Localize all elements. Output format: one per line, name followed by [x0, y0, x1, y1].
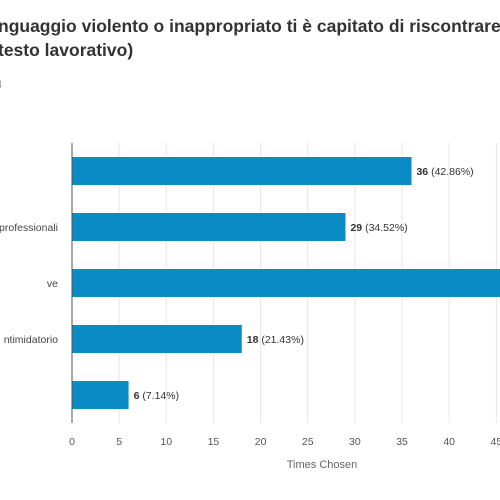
bar [72, 269, 500, 297]
x-tick-label: 15 [208, 436, 220, 448]
x-tick-label: 35 [396, 436, 408, 448]
category-label: professionali [0, 222, 58, 234]
data-label: 29 (34.52%) [350, 222, 407, 234]
data-label: 6 (7.14%) [134, 390, 180, 402]
x-tick-label: 5 [116, 436, 122, 448]
x-tick-label: 45 [491, 436, 500, 448]
bar [72, 157, 412, 185]
x-tick-label: 25 [302, 436, 314, 448]
data-label-percent: (7.14%) [139, 390, 179, 402]
category-label: ntimidatorio [4, 334, 58, 346]
x-tick-label: 0 [69, 436, 75, 448]
x-tick-label: 20 [255, 436, 267, 448]
x-tick-label: 10 [160, 436, 172, 448]
x-tick-label: 30 [349, 436, 361, 448]
data-label: 18 (21.43%) [247, 334, 304, 346]
data-label-percent: (42.86%) [428, 166, 474, 178]
bar [72, 325, 242, 353]
data-label-percent: (34.52%) [362, 222, 408, 234]
data-label-percent: (21.43%) [258, 334, 304, 346]
chart-title-line-1: nguaggio violento o inappropriato ti è c… [0, 16, 500, 36]
chart-title-line-2: testo lavorativo) [0, 40, 134, 60]
category-label: ve [47, 278, 58, 290]
data-label-count: 29 [350, 222, 362, 234]
data-label-count: 6 [134, 390, 140, 402]
x-tick-label: 40 [443, 436, 455, 448]
bar [72, 381, 129, 409]
data-label-count: 36 [416, 166, 428, 178]
data-label-count: 18 [247, 334, 259, 346]
bar [72, 213, 346, 241]
chart-title: nguaggio violento o inappropriato ti è c… [0, 14, 500, 62]
x-axis-title: Times Chosen [287, 459, 358, 471]
data-label: 36 (42.86%) [416, 166, 473, 178]
chart-subtitle: 4 [0, 79, 2, 91]
